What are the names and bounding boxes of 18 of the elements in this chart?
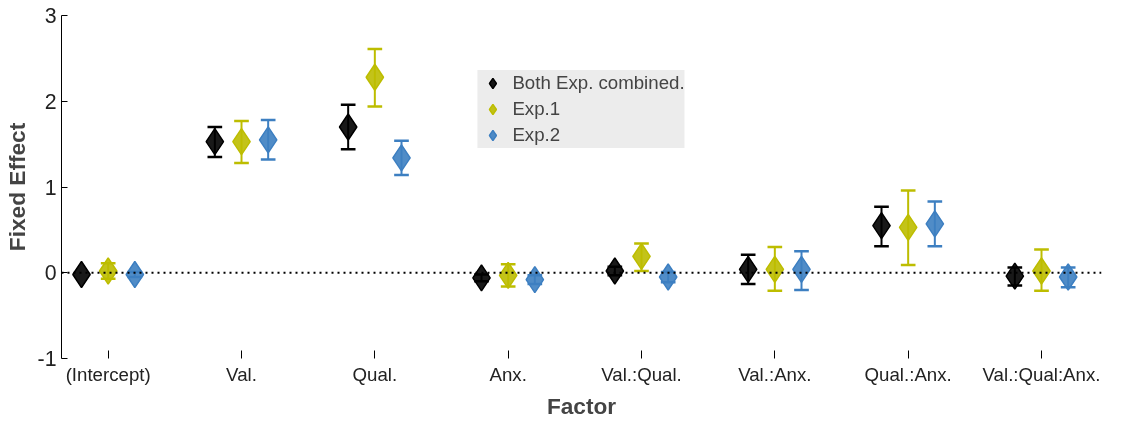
- x-axis-title: Factor: [546, 392, 617, 419]
- x-tick-label: Qual.: [352, 363, 398, 385]
- y-tick-label: -1: [37, 347, 57, 371]
- x-tick-label: Val.:Qual.: [601, 363, 682, 385]
- x-tick-label: Anx.: [489, 363, 527, 385]
- x-tick-label: Val.:Anx.: [738, 363, 812, 385]
- y-axis-title: Fixed Effect: [3, 122, 30, 252]
- legend-label: Exp.1: [512, 98, 561, 120]
- y-tick-label: 0: [44, 261, 57, 286]
- y-tick-label: 1: [44, 175, 57, 200]
- x-tick-label: Val.:Qual:Anx.: [982, 363, 1101, 385]
- legend-label: Exp.2: [512, 124, 561, 146]
- y-tick-label: 2: [44, 89, 57, 114]
- x-tick-label: (Intercept): [65, 363, 151, 385]
- y-tick-label: 3: [44, 4, 57, 28]
- x-tick-label: Qual.:Anx.: [864, 363, 952, 385]
- x-tick-label: Val.: [226, 363, 257, 385]
- legend-label: Both Exp. combined.: [512, 72, 685, 94]
